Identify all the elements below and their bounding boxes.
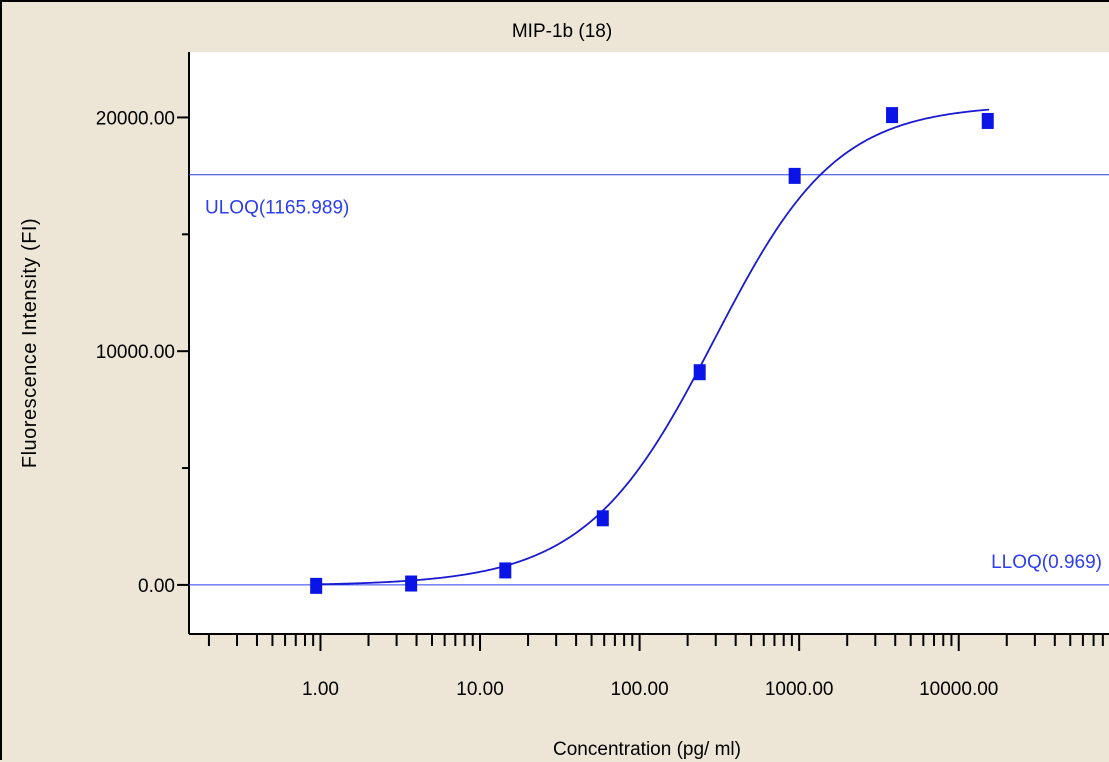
reference-lines: ULOQ(1165.989) LLOQ(0.969) [189,174,1109,586]
data-point [310,577,323,594]
lloq-label: LLOQ(0.969) [991,552,1102,573]
x-axis-ticks: 1.00 10.00 100.00 1000.00 10000.00 [207,634,1104,700]
data-point [693,364,706,381]
data-point [405,575,418,592]
data-point [981,112,994,129]
data-point [788,167,801,184]
x-axis-label: Concentration (pg/ ml) [553,739,741,760]
y-tick-label: 0.00 [138,576,175,597]
plot-area [189,52,1109,634]
x-tick-label: 1.00 [302,679,339,700]
x-tick-label: 1000.00 [765,679,834,700]
x-tick-label: 10.00 [456,679,504,700]
y-axis-ticks: 0.00 10000.00 20000.00 [96,108,189,597]
x-tick-label: 10000.00 [919,679,998,700]
data-point [596,510,609,527]
data-points [310,107,994,594]
fit-curve [313,108,990,586]
y-tick-label: 10000.00 [96,342,175,363]
data-point [499,562,512,579]
x-tick-label: 100.00 [611,679,669,700]
y-tick-label: 20000.00 [96,108,175,129]
data-point [886,107,899,124]
chart-title: MIP-1b (18) [512,21,612,42]
uloq-label: ULOQ(1165.989) [205,198,349,219]
fit-curve-group [313,108,990,586]
y-axis-label: Fluorescence Intensity (FI) [19,218,41,468]
